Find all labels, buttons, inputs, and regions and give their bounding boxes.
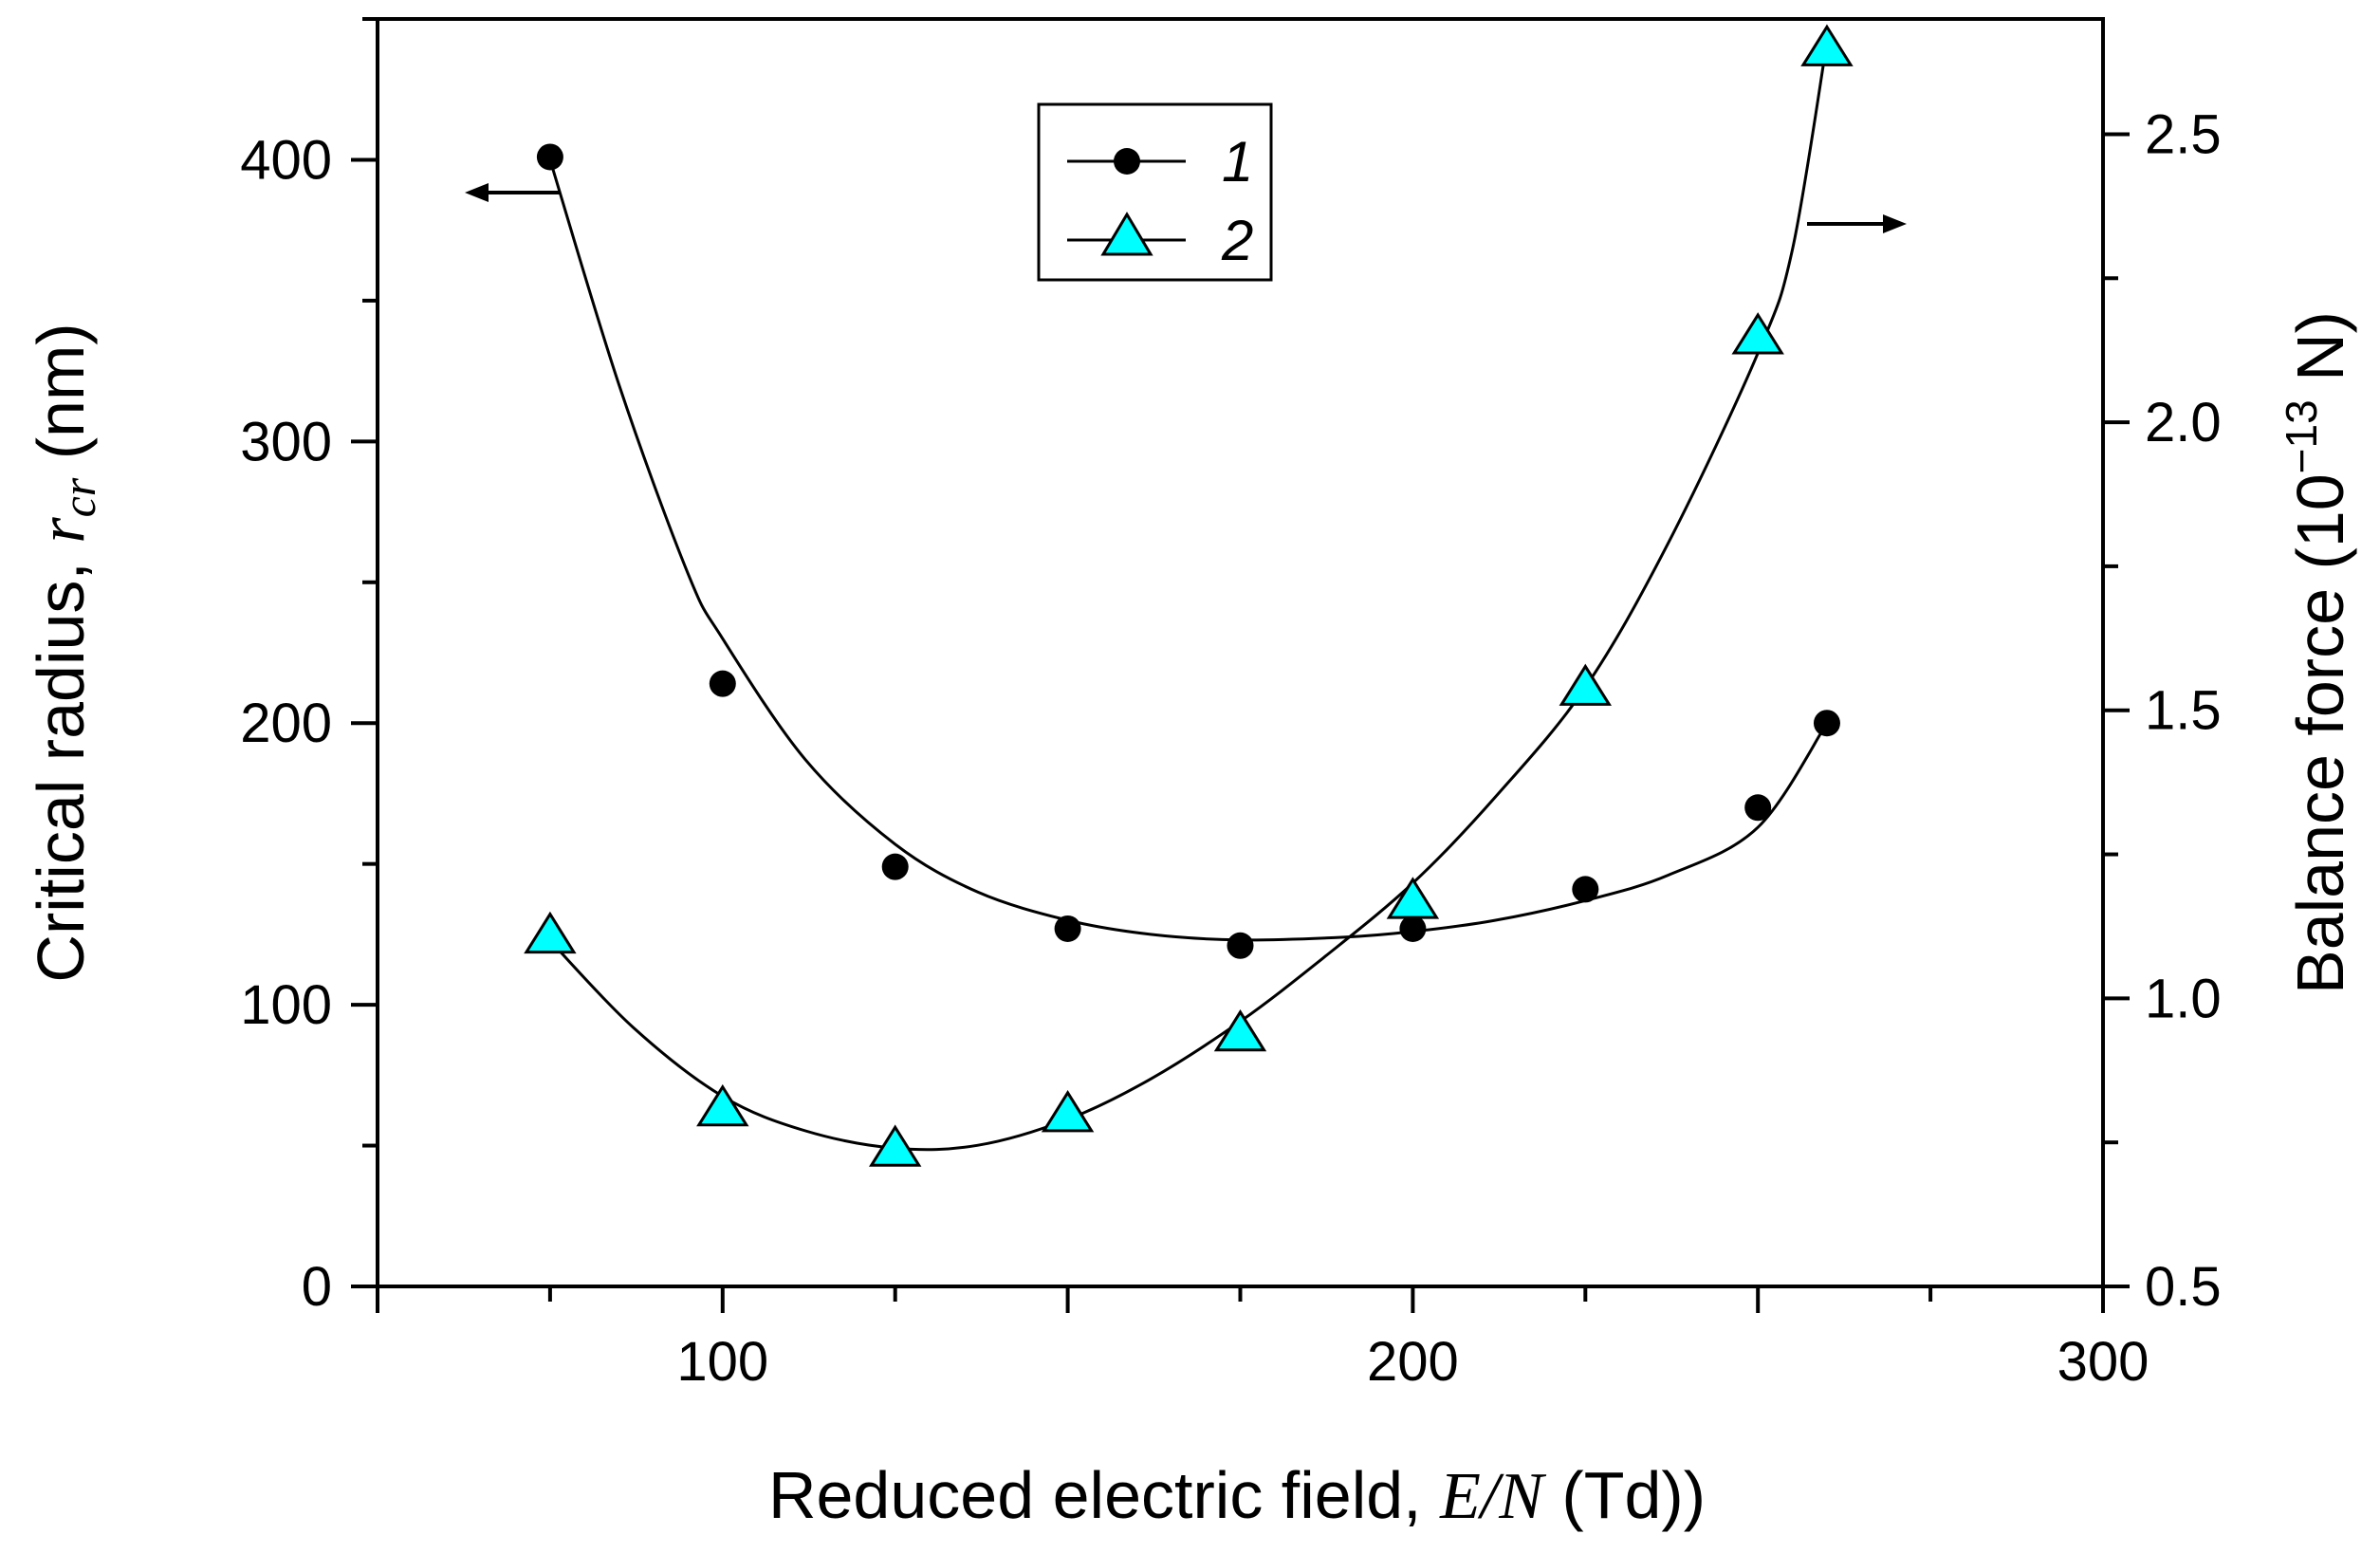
- series-2-point: [1213, 1008, 1267, 1052]
- right-axis-arrow: [1807, 214, 1907, 233]
- y-left-ticks: 0 100 200 300 400: [240, 17, 378, 1318]
- legend-label-1: 1: [1222, 130, 1253, 194]
- x-tick-label: 200: [1367, 1331, 1459, 1393]
- series-1-point: [1744, 794, 1772, 822]
- x-tick-label: 300: [2057, 1331, 2149, 1393]
- y-right-tick-label: 2.5: [2145, 103, 2222, 165]
- y-right-tick-label: 1.5: [2145, 680, 2222, 742]
- x-ticks: 100 200 300: [376, 1286, 2149, 1393]
- series-2-point: [524, 911, 577, 954]
- left-axis-arrow: [465, 183, 560, 202]
- series-2-point: [1800, 24, 1854, 66]
- legend: 1 2: [1037, 102, 1273, 282]
- legend-marker-1: [1114, 148, 1140, 175]
- series-1-point: [1813, 710, 1840, 737]
- series-2-point: [696, 1083, 749, 1127]
- data-markers: [524, 24, 1854, 1167]
- y-left-tick-label: 0: [302, 1256, 332, 1318]
- series-1-point: [881, 853, 909, 880]
- series-2-point: [868, 1124, 922, 1167]
- series-1-point: [1054, 915, 1081, 942]
- y-right-tick-label: 1.0: [2145, 968, 2222, 1029]
- y-right-ticks: 0.5 1.0 1.5 2.0 2.5: [2103, 103, 2222, 1318]
- series-1-point: [1399, 915, 1427, 942]
- y-left-tick-label: 300: [240, 411, 332, 472]
- legend-label-2: 2: [1221, 209, 1253, 272]
- y-left-tick-label: 400: [240, 129, 332, 191]
- series-1-point: [709, 670, 736, 697]
- fit-curve-series-2: [548, 42, 1829, 1152]
- fit-curves: [548, 42, 1829, 1152]
- y-right-tick-label: 0.5: [2145, 1256, 2222, 1318]
- y-left-tick-label: 100: [240, 974, 332, 1036]
- series-2-point: [1386, 877, 1440, 919]
- legend-marker-2: [1100, 212, 1153, 256]
- series-1-point: [1227, 932, 1254, 959]
- series-2-point: [1731, 312, 1784, 355]
- y-right-tick-label: 2.0: [2145, 392, 2222, 453]
- series-1-point: [536, 143, 563, 171]
- y-left-axis-title: Critical radius, rcr (nm): [24, 323, 105, 982]
- series-2-point: [1559, 663, 1613, 706]
- legend-box: [1037, 102, 1273, 282]
- series-1-point: [1572, 876, 1599, 903]
- series-2-point: [1041, 1089, 1095, 1133]
- y-left-tick-label: 200: [240, 693, 332, 754]
- fit-curve-series-1: [548, 158, 1829, 942]
- x-tick-label: 100: [676, 1331, 768, 1393]
- x-axis-title: Reduced electric field, E/N (Td)): [768, 1458, 1706, 1533]
- y-right-axis-title: Balance force (10−13 N): [2277, 311, 2357, 994]
